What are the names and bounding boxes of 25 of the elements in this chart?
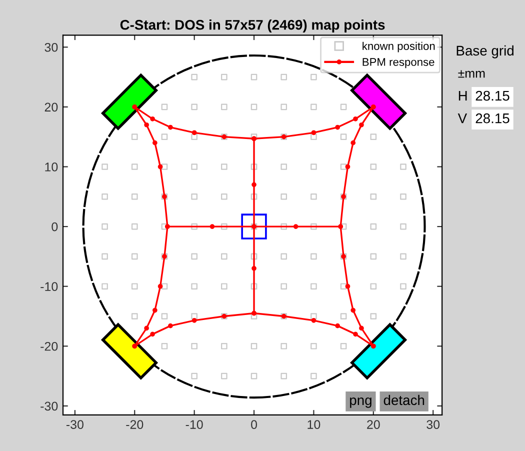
y-tick-label: 30 <box>44 42 58 52</box>
text: V <box>458 114 468 124</box>
text: Base grid <box>456 45 514 58</box>
x-tick-label: 0 <box>251 420 258 429</box>
x-tick-label: 10 <box>308 420 320 429</box>
y-tick-label: -20 <box>40 342 58 351</box>
text: ±mm <box>458 70 485 78</box>
x-tick-label: 30 <box>426 420 440 429</box>
text: 28.15 <box>476 90 510 101</box>
y-tick-label: 20 <box>44 102 58 112</box>
y-tick-label: 10 <box>45 162 58 172</box>
text: H <box>458 91 467 101</box>
annotation: png <box>350 398 372 408</box>
y-tick-label: -10 <box>40 282 58 291</box>
legend-label: known position <box>362 42 435 52</box>
x-tick-label: 20 <box>367 420 380 429</box>
x-tick-label: -20 <box>126 420 144 429</box>
chart-title: C-Start: DOS in 57x57 (2469) map points <box>120 20 385 33</box>
y-tick-label: -30 <box>40 402 58 411</box>
legend-label: BPM response <box>362 58 434 68</box>
x-tick-label: -30 <box>66 420 84 429</box>
annotation: detach <box>384 394 424 406</box>
x-tick-label: -10 <box>186 420 203 429</box>
y-tick-label: 0 <box>52 222 58 232</box>
text: 28.15 <box>476 113 510 124</box>
